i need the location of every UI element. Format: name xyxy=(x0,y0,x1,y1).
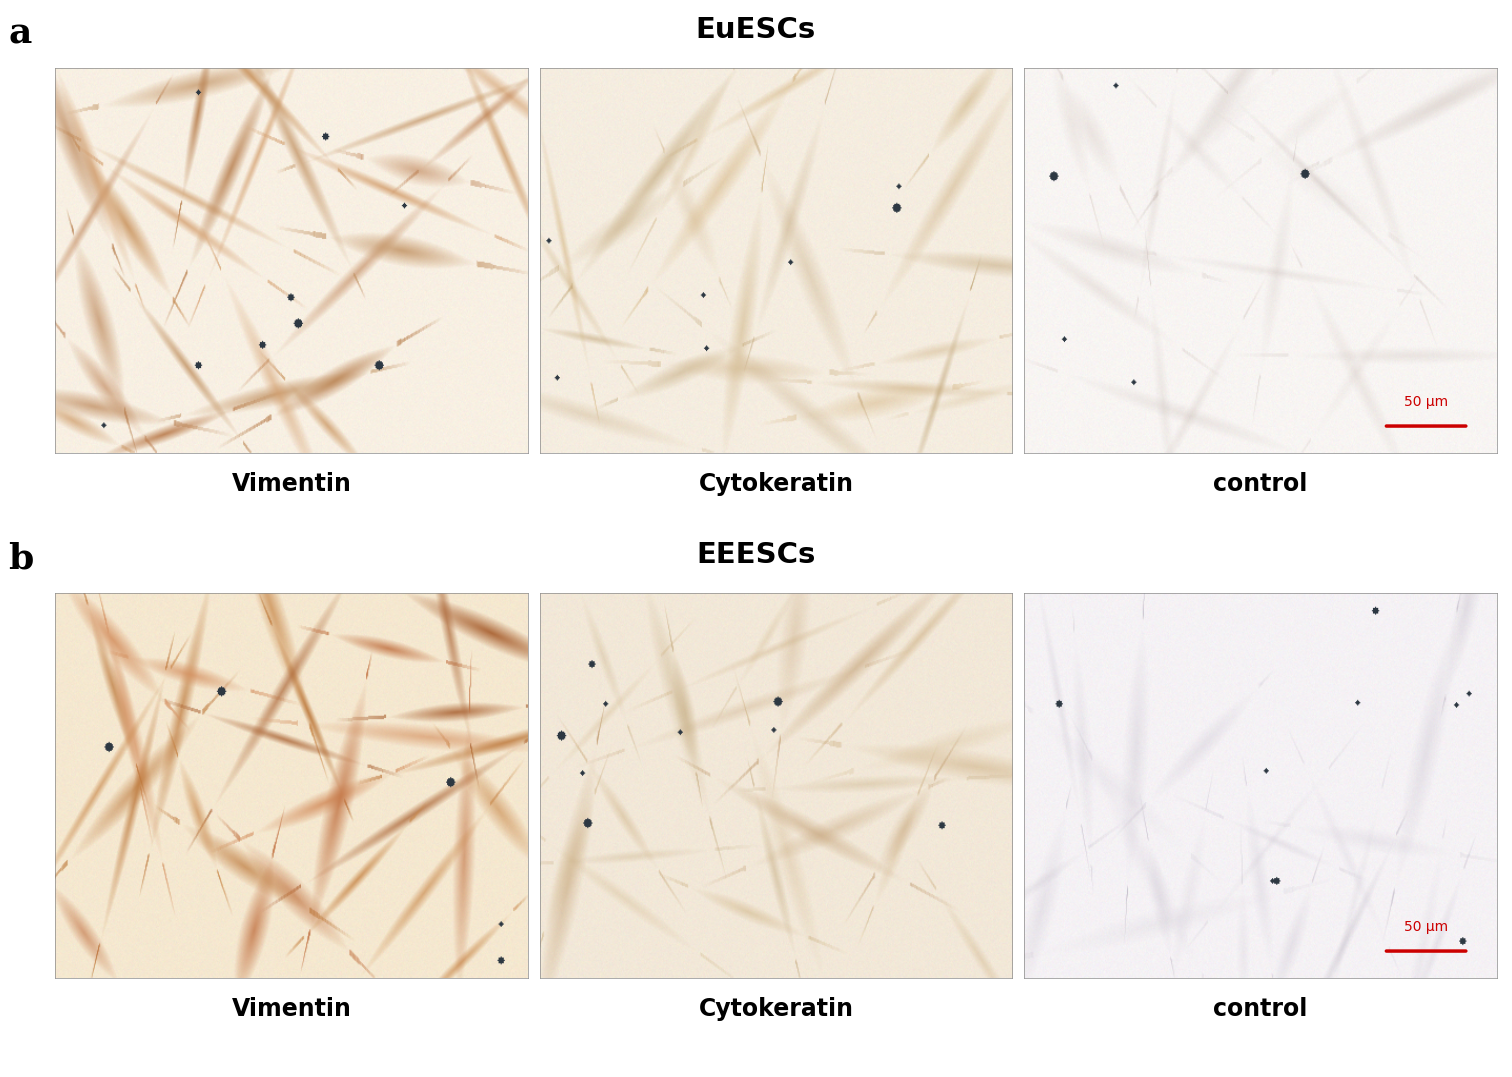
Text: Vimentin: Vimentin xyxy=(231,997,351,1021)
Text: EEESCs: EEESCs xyxy=(697,541,815,569)
Text: EuESCs: EuESCs xyxy=(696,16,816,44)
Text: a: a xyxy=(8,16,32,51)
Text: b: b xyxy=(8,541,33,575)
Text: 50 μm: 50 μm xyxy=(1405,920,1448,934)
Text: Vimentin: Vimentin xyxy=(231,472,351,496)
Text: control: control xyxy=(1214,997,1308,1021)
Text: Cytokeratin: Cytokeratin xyxy=(699,472,853,496)
Text: 50 μm: 50 μm xyxy=(1405,395,1448,409)
Text: control: control xyxy=(1214,472,1308,496)
Text: Cytokeratin: Cytokeratin xyxy=(699,997,853,1021)
